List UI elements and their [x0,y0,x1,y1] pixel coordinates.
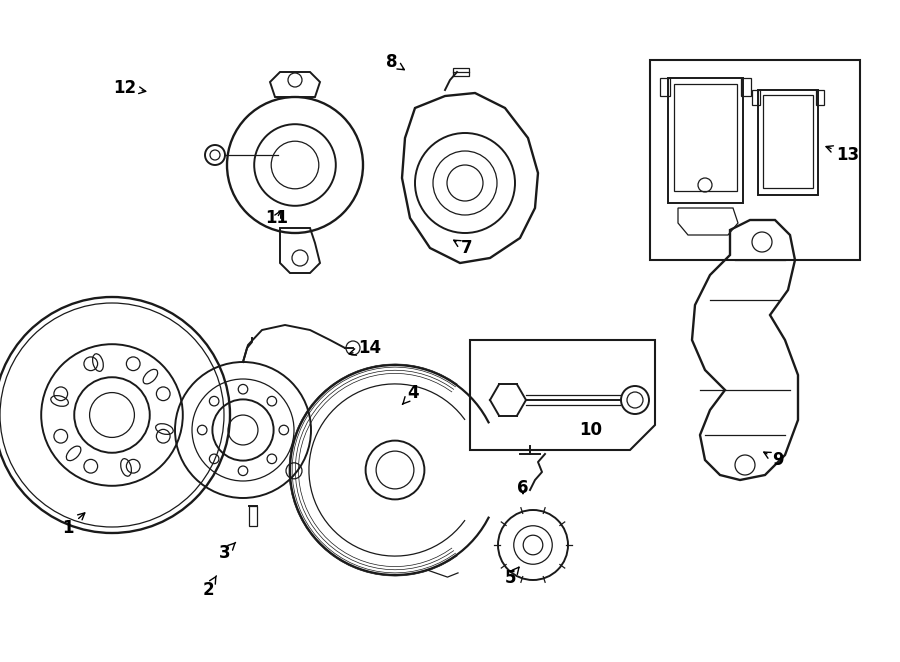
Bar [763,95,813,188]
Text: 10: 10 [580,421,602,439]
Text: 11: 11 [266,209,289,227]
Text: 4: 4 [402,384,418,404]
Bar [758,90,818,195]
Bar [674,84,737,191]
Bar [660,78,670,96]
Text: 3: 3 [220,542,236,562]
Text: 7: 7 [454,239,473,257]
Text: 8: 8 [386,53,404,71]
Text: 12: 12 [113,79,146,97]
Bar [741,78,751,96]
Text: 6: 6 [518,479,529,497]
Bar [816,90,824,105]
Text: 9: 9 [764,451,784,469]
Text: 2: 2 [202,576,216,599]
Bar [752,90,760,105]
Text: 13: 13 [826,146,860,164]
Text: 1: 1 [62,513,85,537]
Bar [650,60,860,260]
Bar [249,506,257,526]
Text: 14: 14 [349,339,382,357]
Bar [453,68,469,76]
Text: 5: 5 [504,567,519,587]
Bar [668,78,743,203]
